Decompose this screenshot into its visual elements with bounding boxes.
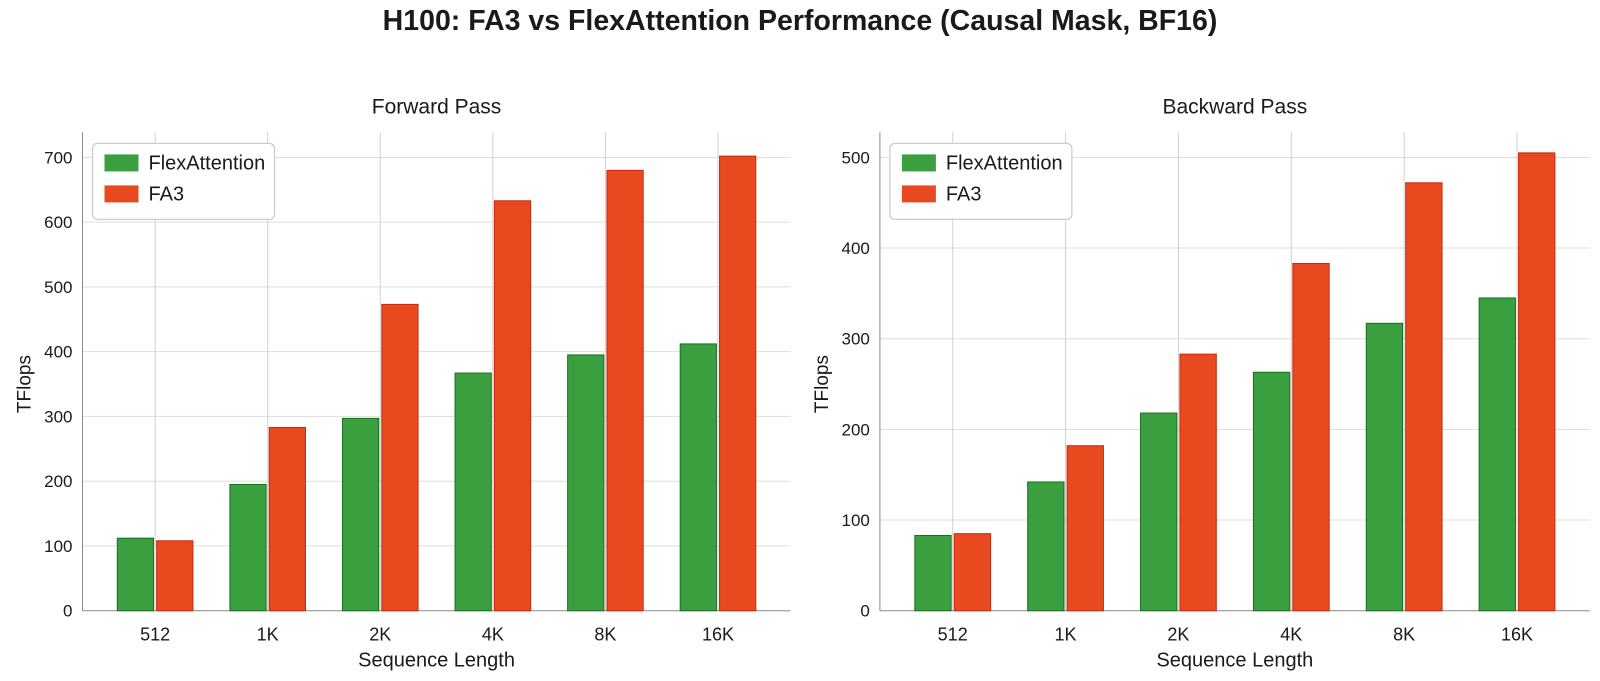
svg-text:512: 512 [938, 625, 968, 645]
svg-text:8K: 8K [594, 625, 616, 645]
svg-text:500: 500 [842, 148, 870, 167]
svg-text:2K: 2K [1167, 625, 1189, 645]
svg-text:4K: 4K [1280, 625, 1302, 645]
svg-text:Backward Pass: Backward Pass [1162, 95, 1307, 118]
svg-text:100: 100 [842, 511, 870, 530]
svg-text:4K: 4K [482, 625, 504, 645]
svg-text:400: 400 [44, 343, 72, 362]
svg-text:FlexAttention: FlexAttention [946, 152, 1063, 174]
svg-text:16K: 16K [702, 625, 734, 645]
svg-text:0: 0 [63, 602, 72, 621]
svg-text:FA3: FA3 [946, 183, 982, 205]
svg-text:FlexAttention: FlexAttention [149, 152, 266, 174]
svg-text:Sequence Length: Sequence Length [358, 650, 515, 672]
svg-text:500: 500 [44, 278, 72, 297]
svg-text:0: 0 [860, 602, 869, 621]
svg-text:1K: 1K [257, 625, 279, 645]
svg-text:8K: 8K [1393, 625, 1415, 645]
svg-text:TFlops: TFlops [15, 355, 36, 413]
svg-text:Forward Pass: Forward Pass [372, 95, 502, 118]
svg-text:200: 200 [842, 420, 870, 439]
svg-text:2K: 2K [369, 625, 391, 645]
svg-text:16K: 16K [1501, 625, 1533, 645]
svg-text:Sequence Length: Sequence Length [1156, 650, 1313, 672]
svg-text:1K: 1K [1055, 625, 1077, 645]
svg-text:600: 600 [44, 213, 72, 232]
svg-text:200: 200 [44, 472, 72, 491]
svg-text:700: 700 [44, 148, 72, 167]
svg-text:300: 300 [44, 407, 72, 426]
svg-text:TFlops: TFlops [812, 355, 833, 413]
svg-text:FA3: FA3 [149, 183, 185, 205]
svg-text:300: 300 [842, 330, 870, 349]
svg-text:512: 512 [140, 625, 170, 645]
svg-text:100: 100 [44, 537, 72, 556]
svg-text:400: 400 [842, 239, 870, 258]
